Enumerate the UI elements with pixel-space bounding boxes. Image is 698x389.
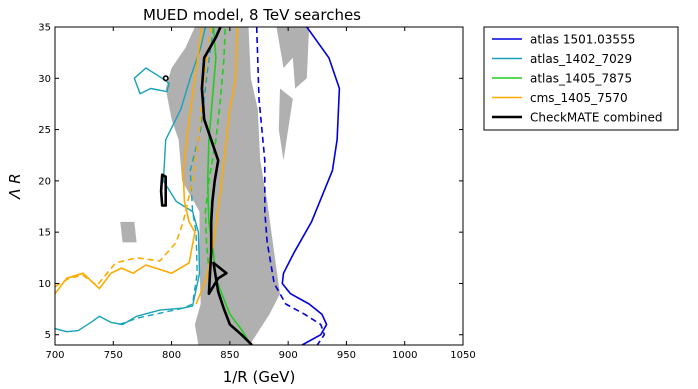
y-tick-label: 25 (38, 125, 51, 136)
shaded-region-3 (278, 88, 293, 161)
legend-label: atlas_1402_7029 (530, 52, 632, 66)
y-tick-label: 15 (38, 228, 51, 239)
shaded-region-2 (276, 27, 310, 89)
series-checkmate-combined-line (200, 27, 253, 345)
legend: atlas 1501.03555 atlas_1402_7029 atlas_140… (483, 26, 679, 131)
y-tick-label: 35 (38, 23, 51, 34)
x-tick-label: 750 (104, 350, 123, 361)
plot-frame (54, 26, 464, 346)
y-tick-label: 10 (38, 279, 51, 290)
y-axis-label: Λ R (6, 173, 24, 199)
legend-label: atlas 1501.03555 (530, 33, 635, 47)
y-tick-label: 20 (38, 176, 51, 187)
legend-label: cms_1405_7570 (530, 91, 628, 105)
plot-area (55, 27, 341, 345)
x-tick-label: 950 (337, 350, 356, 361)
x-tick-label: 900 (279, 350, 298, 361)
x-tick-label: 1000 (392, 350, 417, 361)
series-atlas-1501-03555-dashed (255, 27, 326, 345)
y-tick-label: 5 (45, 330, 51, 341)
x-axis-label: 1/R (GeV) (223, 368, 296, 386)
x-tick-label: 700 (45, 350, 64, 361)
series-atlas-1402-7029-island (133, 67, 170, 95)
chart-title: MUED model, 8 TeV searches (143, 6, 361, 24)
series-atlas-1405-7875-dashed (204, 27, 226, 284)
shaded-region-4 (120, 221, 137, 243)
x-tick-label: 800 (162, 350, 181, 361)
axes: 700 750 800 850 900 950 1000 1050 5 10 15 20 25 30 35 (38, 23, 475, 362)
series-atlas-1402-7029-line (55, 27, 207, 333)
series-checkmate-combined-island (159, 173, 167, 207)
legend-label: CheckMATE combined (530, 111, 662, 125)
series-atlas-1501-03555-line (281, 27, 341, 345)
y-tick-label: 30 (38, 74, 51, 85)
legend-label: atlas_1405_7875 (530, 72, 632, 86)
series-cms-1405-7570-dashed (55, 27, 212, 288)
x-tick-label: 850 (220, 350, 239, 361)
series-checkmate-combined-marker (162, 75, 169, 82)
series-atlas-1402-7029-dashed (118, 27, 215, 326)
shaded-region-1 (165, 27, 280, 345)
series-cms-1405-7570-line-2 (195, 27, 238, 305)
series-cms-1405-7570-line (55, 27, 203, 295)
x-tick-label: 1050 (450, 350, 475, 361)
